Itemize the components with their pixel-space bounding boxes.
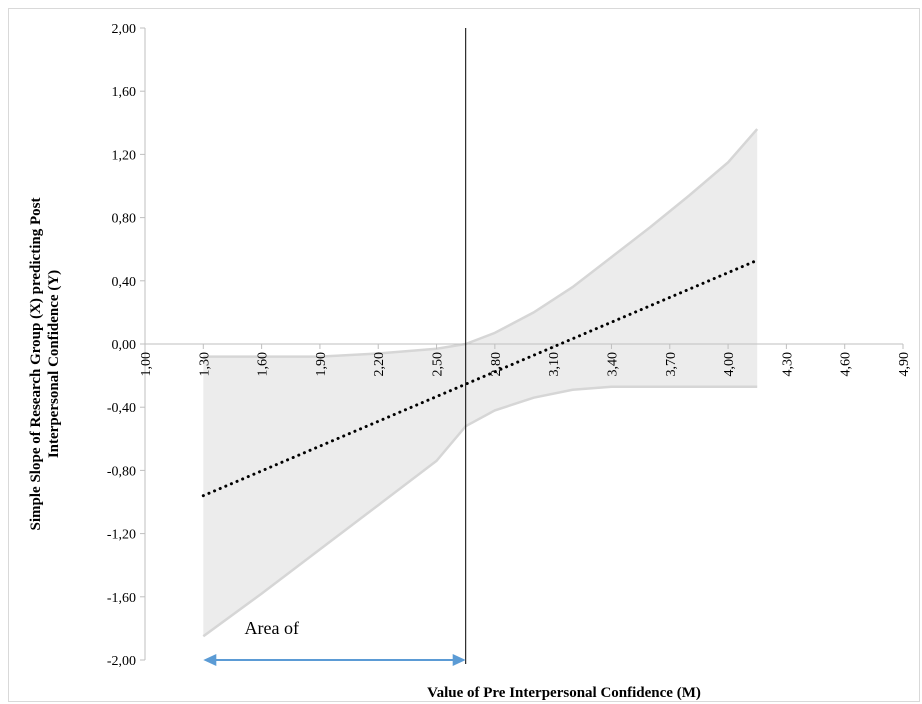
x-tick-label: 3,10 bbox=[547, 352, 562, 377]
area-annotation-label: Area of bbox=[245, 618, 299, 638]
x-tick-label: 2,80 bbox=[489, 352, 504, 377]
y-tick-label: 1,20 bbox=[112, 148, 137, 163]
y-tick-label: 0,00 bbox=[112, 338, 137, 353]
x-tick-label: 4,60 bbox=[839, 352, 854, 377]
x-tick-label: 1,30 bbox=[197, 352, 212, 377]
x-tick-label: 3,70 bbox=[664, 352, 679, 377]
annotation-layer: Area of bbox=[203, 618, 466, 666]
chart-frame bbox=[8, 8, 920, 702]
ticks-layer: 2,00 1,60 1,20 0,80 0,40 0,00 -0,40 -0,80 -1,20 -… bbox=[107, 22, 912, 669]
series-layer bbox=[201, 258, 759, 498]
x-tick-label: 2,50 bbox=[431, 352, 446, 377]
annotation-arrow-head-right bbox=[452, 654, 466, 666]
upper-bound-line bbox=[203, 128, 759, 358]
y-tick-label: 2,00 bbox=[112, 22, 137, 37]
y-axis-title-line-2: Interpersonal Confidence (Y) bbox=[46, 270, 62, 458]
y-tick-label: 0,40 bbox=[112, 275, 137, 290]
y-tick-label: -0,80 bbox=[107, 464, 136, 479]
x-axis-title: Value of Pre Interpersonal Confidence (M… bbox=[427, 685, 701, 701]
y-tick-label: 1,60 bbox=[112, 85, 137, 100]
x-tick-label: 3,40 bbox=[605, 352, 620, 377]
y-tick-label: 0,80 bbox=[112, 212, 137, 227]
y-tick-label: -1,20 bbox=[107, 528, 136, 543]
x-tick-label: 4,00 bbox=[722, 352, 737, 377]
x-tick-label: 4,30 bbox=[780, 352, 795, 377]
x-tick-label: 2,20 bbox=[372, 352, 387, 377]
y-tick-label: -2,00 bbox=[107, 654, 136, 669]
lower-bound-line bbox=[202, 385, 758, 638]
x-tick-label: 1,60 bbox=[256, 352, 271, 377]
x-tick-label: 1,90 bbox=[314, 352, 329, 377]
x-tick-label: 4,90 bbox=[897, 352, 912, 377]
y-tick-label: -1,60 bbox=[107, 591, 136, 606]
annotation-arrow-head-left bbox=[203, 654, 217, 666]
x-tick-label: 1,00 bbox=[139, 352, 154, 377]
simple-slope-line bbox=[201, 258, 759, 498]
y-axis-title: Simple Slope of Research Group (X) predi… bbox=[28, 198, 62, 531]
confidence-band-area bbox=[203, 129, 758, 637]
confidence-band-layer bbox=[202, 128, 759, 638]
y-tick-label: -0,40 bbox=[107, 401, 136, 416]
y-axis-title-line-1: Simple Slope of Research Group (X) predi… bbox=[28, 198, 44, 531]
